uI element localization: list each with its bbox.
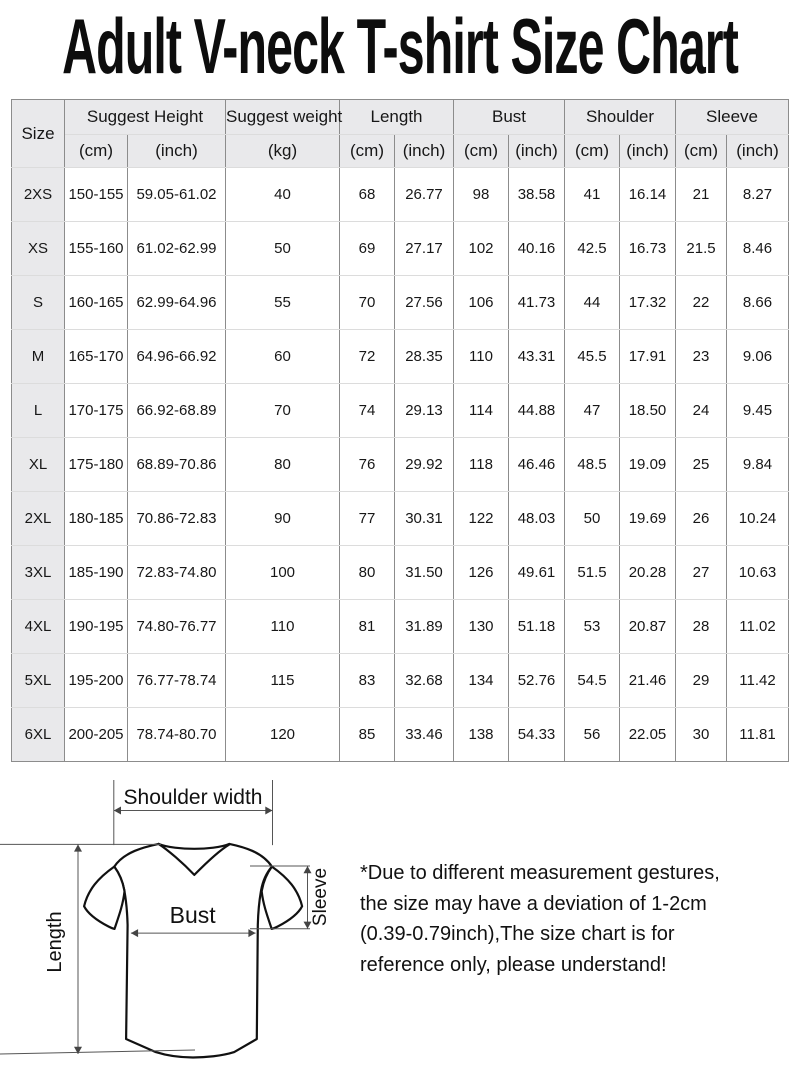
- svg-text:Sleeve: Sleeve: [310, 868, 331, 926]
- svg-text:Shoulder width: Shoulder width: [124, 786, 263, 809]
- svg-text:Length: Length: [44, 911, 66, 972]
- svg-text:Bust: Bust: [170, 902, 217, 928]
